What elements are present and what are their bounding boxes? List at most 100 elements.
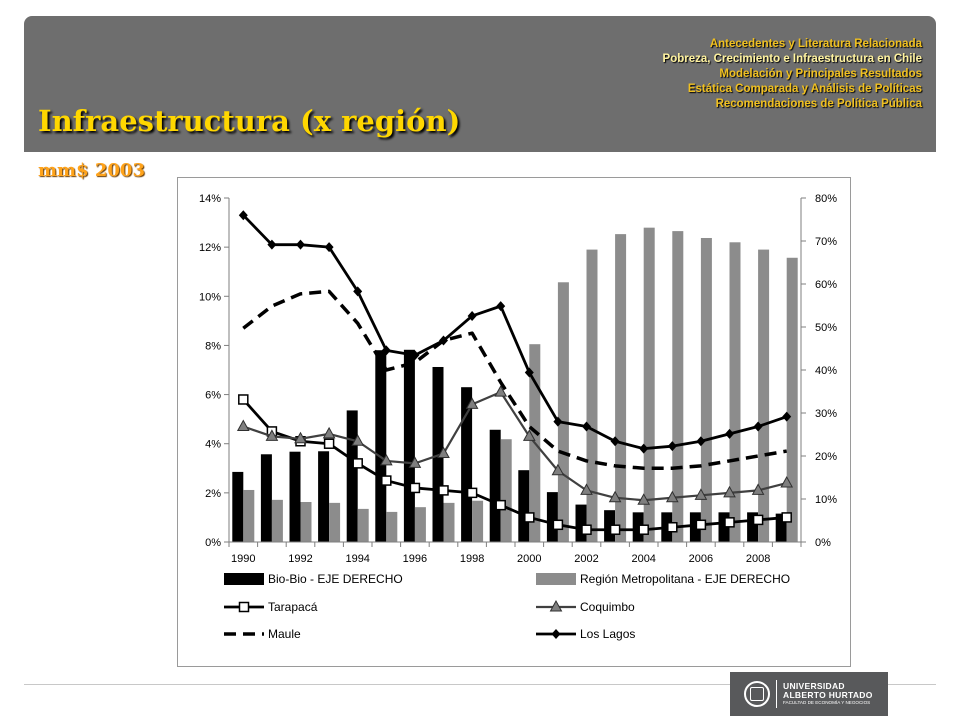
nav-item-recomendaciones[interactable]: Recomendaciones de Política Pública — [715, 98, 922, 110]
bar-biobio-1996 — [403, 349, 415, 542]
bar-rm-2008 — [758, 249, 770, 542]
point-los-lagos-1993 — [324, 242, 334, 253]
section-nav: Antecedentes y Literatura Relacionada Po… — [663, 37, 922, 112]
nav-item-pobreza-crecimiento[interactable]: Pobreza, Crecimiento e Infraestructura e… — [662, 53, 922, 65]
point-tarapac--2002 — [581, 524, 592, 535]
page-title: Infraestructura (x región) — [38, 104, 461, 138]
legend-marker — [549, 599, 563, 612]
right-tick-label: 20% — [815, 451, 837, 463]
chart-legend: Bio-Bio - EJE DERECHO Región Metropolitan… — [224, 572, 790, 641]
point-coquimbo-1995 — [379, 453, 393, 466]
point-tarapac--1996 — [409, 482, 421, 494]
legend-marker — [238, 601, 250, 613]
units-subtitle: mm$ 2003 — [38, 160, 145, 181]
series-line-maule — [242, 289, 787, 471]
point-los-lagos-1991 — [267, 239, 277, 250]
x-tick-label: 2004 — [631, 553, 655, 565]
point-tarapac--2005 — [667, 522, 678, 533]
point-tarapac--2009 — [781, 512, 792, 523]
point-los-lagos-1990 — [238, 210, 248, 221]
left-tick-label: 14% — [199, 193, 221, 205]
point-los-lagos-2002 — [582, 421, 591, 432]
chart-frame: 0% 2% 4% 6% 8% 10% 12% 14% 0% 10% 20% 30% 40% 50% 60% 7… — [177, 177, 851, 667]
point-coquimbo-1992 — [294, 431, 307, 444]
x-tick-label: 2006 — [689, 553, 713, 565]
x-tick-label: 2002 — [574, 553, 598, 565]
point-coquimbo-2008 — [751, 483, 765, 495]
right-tick-label: 70% — [815, 236, 837, 248]
bar-biobio-1994 — [346, 410, 358, 542]
bar-biobio-2008 — [747, 512, 759, 542]
bar-biobio-2001 — [546, 492, 558, 542]
nav-item-antecedentes[interactable]: Antecedentes y Literatura Relacionada — [709, 38, 922, 50]
bar-rm-2006 — [700, 237, 712, 543]
nav-item-estatica-comparada[interactable]: Estática Comparada y Análisis de Polític… — [687, 83, 922, 95]
bar-rm-1990 — [243, 489, 255, 542]
point-los-lagos-1998 — [467, 310, 477, 321]
point-los-lagos-1999 — [496, 301, 506, 312]
nav-item-modelacion[interactable]: Modelación y Principales Resultados — [719, 68, 922, 80]
right-tick-label: 10% — [815, 494, 837, 506]
bar-biobio-2000 — [518, 470, 530, 542]
right-tick-label: 0% — [815, 537, 831, 549]
point-los-lagos-1996 — [410, 350, 420, 361]
infrastructure-chart: 0% 2% 4% 6% 8% 10% 12% 14% 0% 10% 20% 30% 40% 50% 60% 7… — [199, 193, 837, 641]
axes-layer: 0% 2% 4% 6% 8% 10% 12% 14% 0% 10% 20% 30% 40% 50% 60% 7… — [199, 193, 837, 565]
legend-swatch — [224, 573, 264, 585]
bar-biobio-2003 — [604, 510, 616, 542]
university-logo: UNIVERSIDAD ALBERTO HURTADO FACULTAD DE … — [730, 672, 888, 716]
bar-rm-1999 — [500, 439, 512, 542]
left-tick-label: 12% — [199, 242, 221, 254]
right-tick-label: 80% — [815, 193, 837, 205]
bar-biobio-1991 — [260, 454, 272, 542]
bar-biobio-2009 — [775, 513, 787, 542]
bar-biobio-1998 — [461, 387, 473, 542]
right-tick-label: 30% — [815, 408, 837, 420]
bar-rm-1998 — [472, 500, 484, 542]
x-tick-label: 2000 — [517, 553, 541, 565]
bar-rm-2009 — [786, 257, 798, 542]
left-tick-label: 6% — [205, 390, 221, 402]
point-tarapac--1994 — [352, 458, 363, 469]
x-tick-label: 1994 — [345, 553, 369, 565]
point-coquimbo-2009 — [780, 475, 794, 488]
logo-faculty: FACULTAD DE ECONOMÍA Y NEGOCIOS — [783, 700, 871, 706]
bar-rm-2002 — [586, 249, 598, 542]
point-los-lagos-1997 — [439, 335, 448, 346]
point-coquimbo-2001 — [551, 463, 565, 476]
point-los-lagos-1992 — [296, 239, 305, 250]
point-los-lagos-2008 — [753, 421, 763, 432]
legend-label: Coquimbo — [580, 600, 635, 614]
legend-label: Bio-Bio - EJE DERECHO — [268, 572, 403, 586]
bar-rm-1992 — [300, 502, 312, 542]
point-coquimbo-2006 — [694, 488, 708, 500]
bar-biobio-2006 — [689, 512, 701, 542]
point-tarapac--2008 — [752, 514, 764, 526]
point-coquimbo-1998 — [465, 397, 479, 409]
series-line-coquimbo — [242, 391, 787, 502]
bar-biobio-2004 — [632, 512, 644, 542]
point-tarapac--2003 — [609, 524, 621, 535]
legend-label: Maule — [268, 627, 301, 641]
right-tick-label: 40% — [815, 365, 837, 377]
bar-rm-1995 — [386, 511, 398, 542]
point-coquimbo-2000 — [522, 429, 536, 441]
bar-biobio-1992 — [289, 451, 301, 542]
legend-swatch — [536, 573, 576, 585]
point-los-lagos-1994 — [353, 286, 363, 297]
header-bar: Infraestructura (x región) Antecedentes … — [24, 16, 936, 152]
point-coquimbo-1990 — [236, 419, 250, 432]
left-tick-label: 8% — [205, 340, 221, 352]
point-los-lagos-2005 — [667, 441, 677, 452]
x-tick-label: 1996 — [403, 553, 427, 565]
point-coquimbo-1991 — [265, 429, 279, 441]
bar-biobio-2007 — [718, 512, 730, 542]
bar-rm-2004 — [643, 227, 655, 543]
left-tick-label: 2% — [205, 488, 221, 500]
point-coquimbo-2007 — [723, 485, 736, 498]
point-coquimbo-1994 — [351, 434, 365, 446]
point-los-lagos-2003 — [610, 436, 620, 447]
lines-layer — [236, 210, 794, 535]
bar-biobio-1990 — [232, 471, 244, 542]
point-tarapac--1999 — [495, 499, 506, 511]
